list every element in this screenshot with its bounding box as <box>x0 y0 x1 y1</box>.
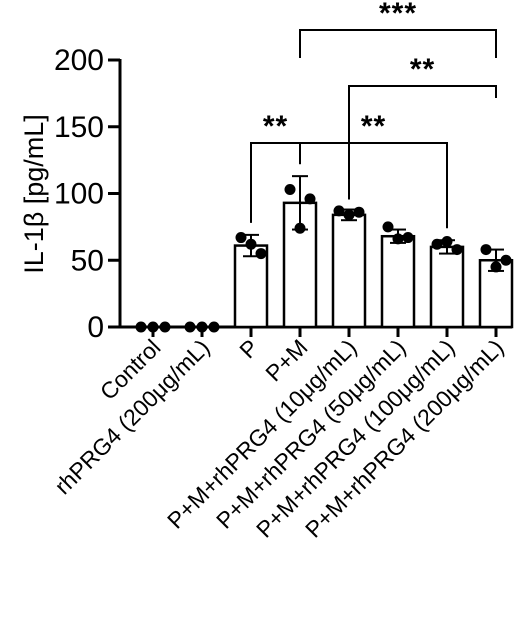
bars-group <box>135 175 514 333</box>
data-point <box>343 209 355 221</box>
data-point <box>382 221 394 233</box>
data-point <box>147 321 159 333</box>
significance-label: *** <box>379 0 417 30</box>
significance-label: ** <box>410 53 435 86</box>
significance-bracket <box>299 142 448 229</box>
y-tick-label: 150 <box>54 111 104 144</box>
bar <box>380 234 416 329</box>
data-point <box>208 321 220 333</box>
y-tick-label: 0 <box>87 311 104 344</box>
data-point <box>431 238 443 250</box>
y-tick-label: 50 <box>71 244 104 277</box>
data-point <box>500 254 512 266</box>
significance-label: ** <box>263 110 288 143</box>
data-point <box>184 321 196 333</box>
y-axis-title: IL-1β [pg/mL] <box>19 114 49 274</box>
data-point <box>304 193 316 205</box>
data-point <box>392 233 404 245</box>
significance-label: ** <box>361 110 386 143</box>
axes: 0 50 100 150 200 IL-1β [pg/mL] <box>19 44 512 344</box>
data-point <box>235 232 247 244</box>
y-tick-label: 200 <box>54 44 104 77</box>
y-tick-label: 100 <box>54 178 104 211</box>
bar <box>233 244 269 329</box>
significance-bracket <box>348 85 497 200</box>
data-point <box>284 183 296 195</box>
data-point <box>490 261 502 273</box>
data-point <box>353 206 365 218</box>
significance-bracket <box>299 29 497 58</box>
data-point <box>255 248 267 260</box>
data-point <box>135 321 147 333</box>
data-point <box>441 236 453 248</box>
data-point <box>294 222 306 234</box>
data-point <box>402 232 414 244</box>
data-point <box>480 244 492 256</box>
bar <box>331 213 367 329</box>
data-point <box>196 321 208 333</box>
x-tick-label: P+M+rhPRG4 (50μg/mL) <box>211 334 410 533</box>
data-point <box>245 238 257 250</box>
bar <box>429 245 465 329</box>
data-point <box>451 244 463 256</box>
x-tick-label: P <box>234 334 263 363</box>
data-point <box>159 321 171 333</box>
data-point <box>333 205 345 217</box>
significance-group: ** ******* <box>250 0 497 229</box>
